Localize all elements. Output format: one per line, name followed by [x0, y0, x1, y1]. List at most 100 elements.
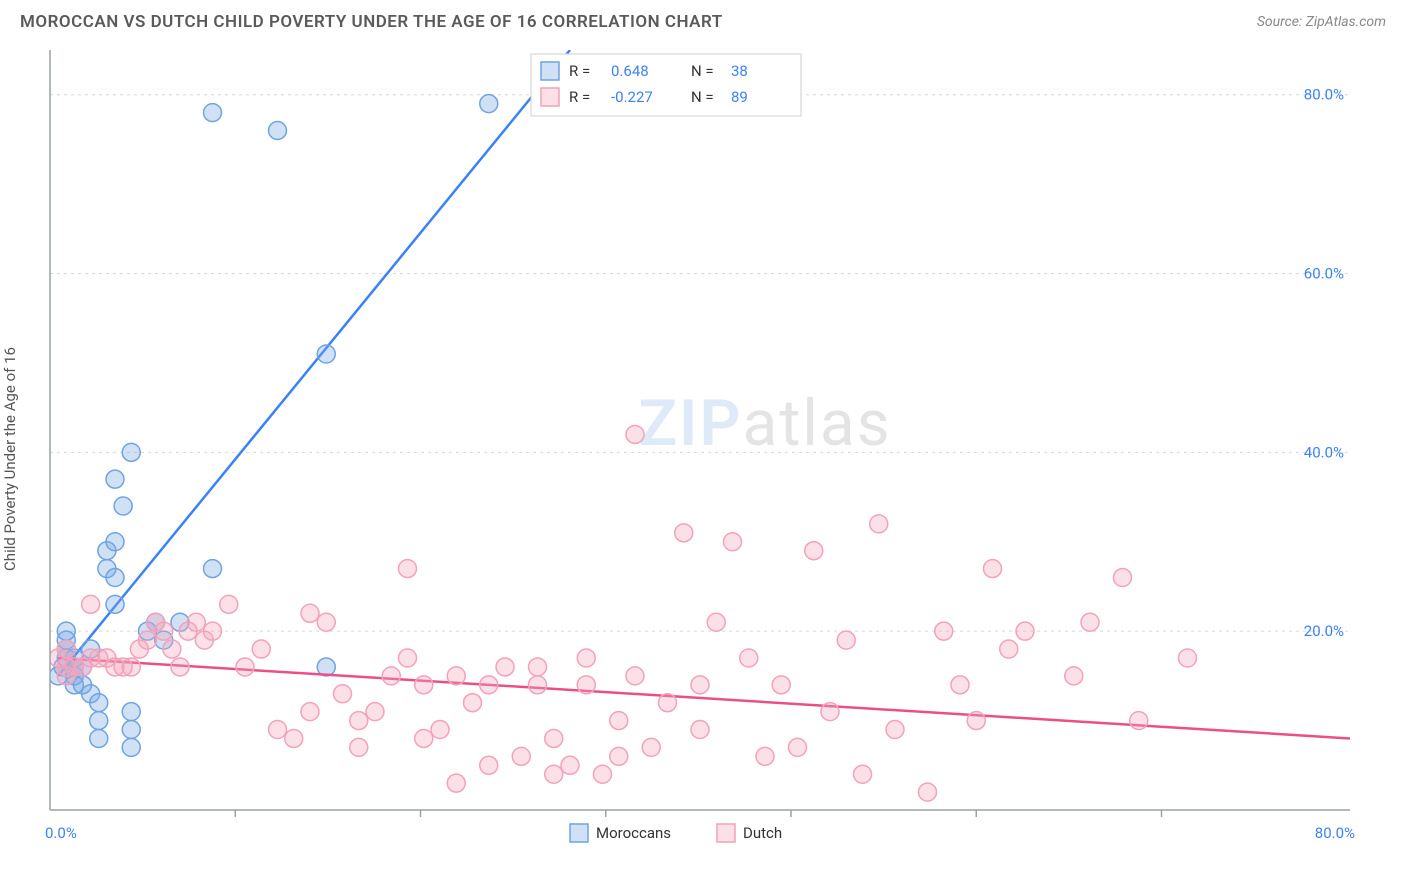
- data-point: [1081, 613, 1099, 631]
- data-point: [951, 676, 969, 694]
- data-point: [317, 345, 335, 363]
- data-point: [139, 631, 157, 649]
- data-point: [577, 649, 595, 667]
- data-point: [301, 604, 319, 622]
- data-point: [821, 703, 839, 721]
- data-point: [642, 738, 660, 756]
- legend-r-value: -0.227: [611, 88, 653, 106]
- data-point: [171, 658, 189, 676]
- data-point: [155, 622, 173, 640]
- data-point: [285, 729, 303, 747]
- data-point: [967, 712, 985, 730]
- data-point: [399, 649, 417, 667]
- data-point: [626, 667, 644, 685]
- legend-n-label: N =: [691, 62, 714, 80]
- data-point: [659, 694, 677, 712]
- data-point: [447, 774, 465, 792]
- data-point: [90, 729, 108, 747]
- data-point: [1016, 622, 1034, 640]
- data-point: [707, 613, 725, 631]
- data-point: [220, 595, 238, 613]
- legend-n-label: N =: [691, 88, 714, 106]
- scatter-chart: 20.0%40.0%60.0%80.0%ZIPatlas0.0%80.0%R =…: [0, 40, 1406, 860]
- data-point: [480, 756, 498, 774]
- x-tick-label: 80.0%: [1315, 824, 1355, 842]
- y-tick-label: 20.0%: [1304, 622, 1344, 640]
- data-point: [301, 703, 319, 721]
- data-point: [1179, 649, 1197, 667]
- data-point: [675, 524, 693, 542]
- data-point: [1000, 640, 1018, 658]
- data-point: [724, 533, 742, 551]
- data-point: [626, 425, 644, 443]
- data-point: [805, 542, 823, 560]
- data-point: [545, 765, 563, 783]
- legend-series-label: Dutch: [743, 824, 782, 842]
- data-point: [561, 756, 579, 774]
- data-point: [529, 676, 547, 694]
- data-point: [740, 649, 758, 667]
- data-point: [496, 658, 514, 676]
- data-point: [122, 443, 140, 461]
- data-point: [610, 747, 628, 765]
- legend-n-value: 38: [731, 62, 748, 80]
- legend-swatch: [570, 824, 588, 842]
- data-point: [122, 703, 140, 721]
- data-point: [204, 560, 222, 578]
- legend-n-value: 89: [731, 88, 748, 106]
- data-point: [204, 622, 222, 640]
- data-point: [837, 631, 855, 649]
- data-point: [691, 721, 709, 739]
- data-point: [854, 765, 872, 783]
- trend-line: [58, 50, 570, 676]
- data-point: [204, 104, 222, 122]
- data-point: [57, 640, 75, 658]
- data-point: [252, 640, 270, 658]
- data-point: [772, 676, 790, 694]
- data-point: [870, 515, 888, 533]
- data-point: [82, 595, 100, 613]
- data-point: [350, 738, 368, 756]
- data-point: [106, 569, 124, 587]
- y-tick-label: 40.0%: [1304, 443, 1344, 461]
- data-point: [106, 533, 124, 551]
- data-point: [57, 622, 75, 640]
- data-point: [269, 721, 287, 739]
- legend-swatch: [541, 88, 559, 106]
- data-point: [594, 765, 612, 783]
- chart-source: Source: ZipAtlas.com: [1257, 14, 1386, 30]
- data-point: [236, 658, 254, 676]
- data-point: [577, 676, 595, 694]
- y-axis-label: Child Poverty Under the Age of 16: [1, 347, 19, 571]
- data-point: [1130, 712, 1148, 730]
- data-point: [106, 595, 124, 613]
- data-point: [756, 747, 774, 765]
- data-point: [447, 667, 465, 685]
- data-point: [122, 738, 140, 756]
- data-point: [269, 121, 287, 139]
- legend-r-label: R =: [569, 88, 590, 106]
- data-point: [317, 613, 335, 631]
- data-point: [480, 676, 498, 694]
- data-point: [431, 721, 449, 739]
- data-point: [886, 721, 904, 739]
- data-point: [415, 676, 433, 694]
- data-point: [90, 694, 108, 712]
- data-point: [935, 622, 953, 640]
- data-point: [399, 560, 417, 578]
- chart-title: MOROCCAN VS DUTCH CHILD POVERTY UNDER TH…: [20, 12, 723, 32]
- data-point: [480, 95, 498, 113]
- legend-swatch: [541, 62, 559, 80]
- data-point: [90, 712, 108, 730]
- data-point: [187, 613, 205, 631]
- chart-header: MOROCCAN VS DUTCH CHILD POVERTY UNDER TH…: [0, 0, 1406, 40]
- data-point: [545, 729, 563, 747]
- data-point: [415, 729, 433, 747]
- legend-swatch: [717, 824, 735, 842]
- y-tick-label: 80.0%: [1304, 86, 1344, 104]
- data-point: [1114, 569, 1132, 587]
- data-point: [366, 703, 384, 721]
- data-point: [1065, 667, 1083, 685]
- y-tick-label: 60.0%: [1304, 265, 1344, 283]
- data-point: [464, 694, 482, 712]
